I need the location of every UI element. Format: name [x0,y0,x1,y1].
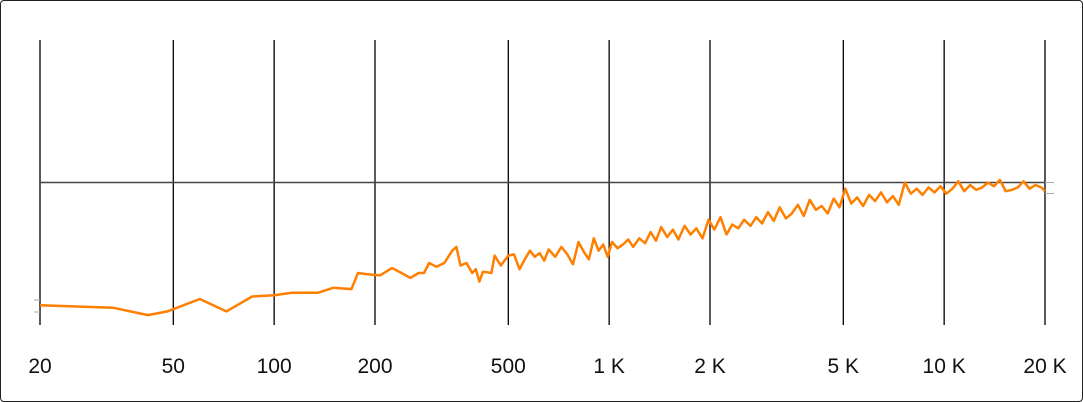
x-tick-label: 500 [491,355,526,378]
x-tick-label: 100 [257,355,292,378]
edge-ticks [34,182,1054,313]
x-tick-label: 1 K [593,355,625,378]
x-tick-label: 20 K [1023,355,1066,378]
x-tick-labels: 20 50 100 200 500 1 K 2 K 5 K 10 K 20 K [28,355,1066,378]
x-tick-label: 5 K [828,355,860,378]
x-tick-label: 50 [162,355,185,378]
x-tick-label: 2 K [694,355,726,378]
x-tick-label: 10 K [923,355,966,378]
x-tick-label: 200 [357,355,392,378]
series-line [39,178,1046,317]
x-tick-label: 20 [28,355,51,378]
